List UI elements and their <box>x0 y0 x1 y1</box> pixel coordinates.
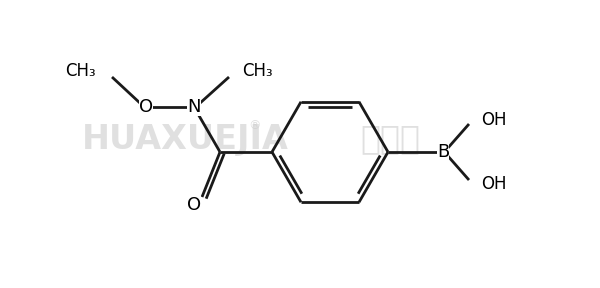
Text: OH: OH <box>481 175 506 193</box>
Text: N: N <box>187 98 201 116</box>
Text: OH: OH <box>481 111 506 129</box>
Text: ®: ® <box>249 120 261 132</box>
Text: B: B <box>437 143 449 161</box>
Text: HUAXUEJIA: HUAXUEJIA <box>82 122 289 156</box>
Text: CH₃: CH₃ <box>65 62 96 80</box>
Text: O: O <box>139 98 153 116</box>
Text: CH₃: CH₃ <box>242 62 272 80</box>
Text: 化学加: 化学加 <box>360 122 420 156</box>
Text: O: O <box>187 196 201 214</box>
